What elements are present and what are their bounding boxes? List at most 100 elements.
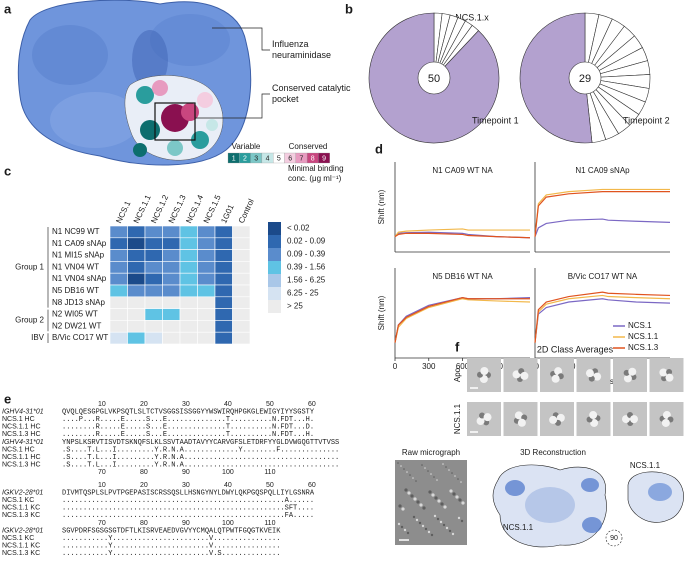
series-line [394,297,531,343]
density-patch [582,517,602,533]
scale-step: 1 [232,155,236,162]
scale-high-label: Conserved [289,142,328,151]
heatmap-cell [127,331,146,345]
residue-number: 50 [266,401,274,408]
sequence-label: NCS.1.1 KC [2,505,40,512]
heatmap-cell [109,225,128,239]
heatmap-cell [179,296,198,309]
micrograph-speck [445,466,447,468]
sequence-label: NCS.1.3 HC [2,431,41,438]
sequence: ...........Y.......................V.S..… [62,550,280,558]
heatmap-cell [144,225,163,239]
heatmap-cell [232,320,251,333]
residue-number: 110 [264,469,275,476]
series-line [534,188,670,237]
micrograph-speck [412,477,414,479]
legend-label: 0.09 - 0.39 [287,250,326,259]
pocket-patch [140,120,160,140]
heatmap-cell [109,284,128,298]
particle [586,411,601,427]
legend-label: 1.56 - 6.25 [287,276,326,285]
particle [622,412,638,426]
series-line [394,228,530,237]
micrograph-speck [419,503,423,507]
annotation: Conserved catalytic pocket [272,83,351,104]
row-label: N1 VN04 sNAp [52,274,107,283]
panel-label: b [345,1,353,16]
particle [549,412,565,426]
heatmap-cell [109,249,128,262]
heatmap-cell [232,272,251,286]
heatmap-cell [162,296,181,309]
residue-number: 110 [264,520,275,527]
micrograph-speck [442,463,444,465]
heatmap-cell [162,284,181,298]
heatmap-cell [109,320,128,333]
heatmap-cell [232,225,251,239]
chart-title: B/Vic CO17 WT NA [568,272,638,281]
heatmap-cell [214,284,233,298]
micrograph-speck [457,478,459,480]
column-label: NCS.1 [114,199,132,225]
panel-label: d [375,141,383,156]
micrograph-speck [403,528,407,532]
heatmap-cell [127,296,146,309]
particle-blob [554,367,563,376]
particle-blob [476,417,485,426]
residue-number: 90 [182,469,190,476]
row-label: N2 WI05 WT [52,310,98,319]
residue-number: 40 [224,401,232,408]
micrograph-speck [451,532,455,536]
pie-label: Timepoint 2 [623,115,670,125]
heatmap-cell [162,272,181,286]
sequence-label: IGKV2-28*01 [2,527,43,534]
heatmap-cell [179,308,198,321]
micrograph-speck [448,469,450,471]
heatmap-cell [197,249,216,262]
heatmap-cell [197,225,216,239]
chart-title: N5 DB16 WT NA [432,272,493,281]
heatmap-cell [179,237,198,250]
sequence-label: NCS.1 HC [2,446,35,453]
scale-step: 3 [254,155,258,162]
pie-label: Timepoint 1 [472,115,519,125]
micrograph-speck [415,518,419,522]
heatmap-cell [179,249,198,262]
row-label: Apo [453,367,462,382]
sequence: ........R.....E.....S...E..............T… [62,431,314,439]
heatmap-cell [214,249,233,262]
particle [477,367,491,383]
micrograph-speck [412,515,416,519]
heatmap-cell [179,225,198,239]
legend-swatch [268,300,281,313]
particle-blob [479,412,486,419]
legend-title: Minimal binding conc. (μg ml⁻¹) [288,164,344,183]
rotation-label: 90 [610,535,618,542]
leader-line [195,93,270,119]
row-label: N1 NC99 WT [52,227,100,236]
sequence-label: NCS.1.3 KC [2,550,40,557]
heatmap-cell [144,331,163,345]
heatmap-cell [197,320,216,333]
heatmap-cell [214,331,233,345]
heatmap-cell [144,249,163,262]
scale-step: 7 [299,155,303,162]
sequence-label: NCS.1.1 HC [2,454,41,461]
micrograph-speck [454,475,456,477]
heatmap-cell [197,296,216,309]
row-label: N1 MI15 sNAp [52,251,105,260]
micrograph-speck [430,533,434,537]
particle-blob [628,367,637,376]
class-average [613,402,647,436]
residue-number: 20 [140,401,148,408]
micrograph-speck [409,474,411,476]
particle-blob [623,369,630,376]
legend-swatch [268,222,281,235]
particle-blob [483,413,492,422]
callout: NCS.1.x [455,12,489,22]
sequence: DIVMTQSPLSLPVTPGEPASISCRSSQSLLHSNGYNYLDW… [62,489,315,497]
series-line [534,294,671,343]
sequence-label: NCS.1 KC [2,497,34,504]
heatmap-cell [109,237,128,250]
x-tick-label: 600 [456,362,470,371]
